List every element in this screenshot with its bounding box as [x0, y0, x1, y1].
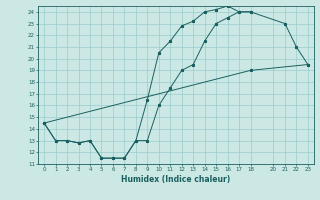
X-axis label: Humidex (Indice chaleur): Humidex (Indice chaleur) [121, 175, 231, 184]
